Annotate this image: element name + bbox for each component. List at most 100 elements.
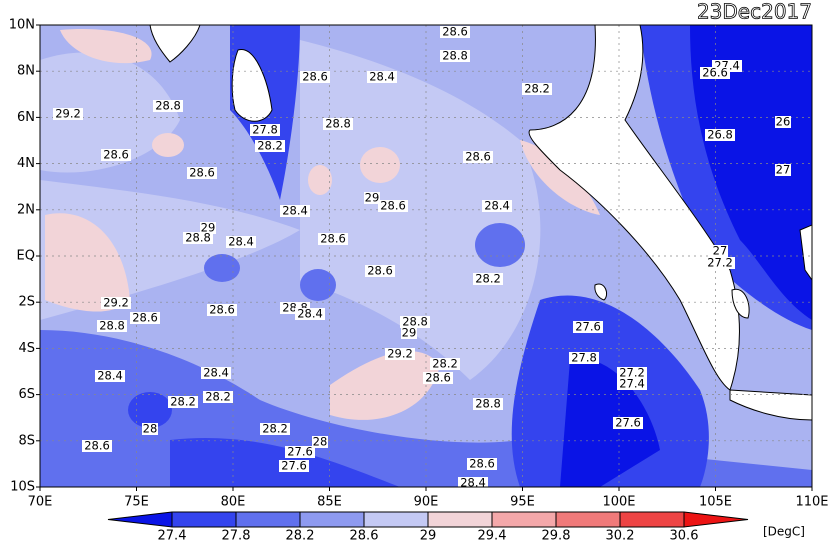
contour-label-bg (705, 257, 735, 269)
land (528, 25, 740, 391)
contour-label-bg (712, 245, 728, 257)
colorbar-label: 30.2 (606, 529, 635, 544)
colorbar-bin (363, 511, 429, 528)
contour-label-bg (473, 273, 503, 285)
contour-label-bg (295, 308, 325, 320)
land (149, 25, 201, 63)
contour-label-bg (250, 124, 280, 136)
contour-label-bg (573, 321, 603, 333)
lat-label: 10S (10, 480, 35, 495)
contour-label: 28.2 (262, 422, 288, 436)
contour-label: 28.2 (205, 390, 231, 404)
contour-label: 28.2 (475, 272, 501, 286)
field-warm (60, 29, 152, 64)
colorbar-label: 28.2 (286, 529, 315, 544)
contour-label: 28.6 (465, 150, 491, 164)
contour-label-bg (385, 348, 415, 360)
date-title: 23Dec2017 (697, 0, 812, 24)
lon-label: 110E (795, 495, 828, 510)
colorbar-arrow (683, 511, 749, 528)
field-cool (560, 358, 660, 487)
contour-label: 28 (143, 422, 158, 436)
contour-label: 27.6 (575, 320, 601, 334)
colorbar-label: 29.8 (542, 529, 571, 544)
contour-label: 28.8 (402, 315, 428, 329)
contour-label: 29.2 (387, 347, 413, 361)
contour-label-bg (226, 236, 256, 248)
field-warm (45, 213, 130, 312)
lat-label: 8N (17, 64, 35, 79)
contour-label: 27.6 (287, 445, 313, 459)
field-warm (330, 351, 440, 420)
contour-label-bg (187, 167, 217, 179)
contour-label-bg (522, 83, 552, 95)
contour-label: 29 (402, 326, 417, 340)
contour-label-bg (142, 423, 158, 435)
contour-label-bg (482, 200, 512, 212)
contour-label-bg (260, 423, 290, 435)
field-cool (128, 392, 172, 428)
contour-label-bg (700, 67, 730, 79)
lon-label: 90E (414, 495, 439, 510)
contour-label: 28.8 (442, 49, 468, 63)
contour-label-bg (203, 391, 233, 403)
colorbar-bin (235, 511, 301, 528)
contour-label-bg (705, 129, 735, 141)
contour-label: 28.2 (257, 139, 283, 153)
contour-label-bg (95, 370, 125, 382)
contour-label-bg (285, 446, 315, 458)
contour-label: 28.6 (132, 311, 158, 325)
contour-label: 27 (713, 244, 728, 258)
contour-label: 28.4 (297, 307, 323, 321)
field-light (40, 52, 180, 173)
contour-label-bg (312, 436, 328, 448)
contour-label-bg (440, 50, 470, 62)
contour-label-bg (378, 200, 408, 212)
land (594, 283, 608, 301)
lat-label: 10N (9, 18, 35, 33)
colorbar-bin (619, 511, 685, 528)
contour-label: 28.6 (425, 371, 451, 385)
contour-label-bg (463, 151, 493, 163)
contour-label-bg (183, 232, 213, 244)
contour-label: 29 (365, 191, 380, 205)
contour-label: 28.8 (325, 117, 351, 131)
contour-label: 28.4 (484, 199, 510, 213)
lat-label: 2N (17, 202, 35, 217)
contour-label: 28.8 (475, 397, 501, 411)
contour-label: 27 (776, 163, 791, 177)
contour-label-bg (400, 316, 430, 328)
land (799, 224, 812, 281)
contour-label: 29.2 (55, 107, 81, 121)
lon-label: 80E (221, 495, 246, 510)
contour-label-bg (569, 352, 599, 364)
lon-label: 85E (317, 495, 342, 510)
colorbar-bin (299, 511, 365, 528)
contour-label: 28.2 (432, 357, 458, 371)
contour-label-bg (775, 116, 791, 128)
contour-label: 28.4 (97, 369, 123, 383)
colorbar-bin (171, 511, 237, 528)
lon-label: 100E (602, 495, 635, 510)
contour-label: 29.2 (103, 296, 129, 310)
colorbar-label: 27.8 (222, 529, 251, 544)
contour-label-bg (101, 297, 131, 309)
contour-label: 28.6 (367, 264, 393, 278)
contour-label: 28 (313, 435, 328, 449)
field-light (300, 40, 541, 380)
contour-label-bg (97, 320, 127, 332)
contour-label: 28.6 (209, 303, 235, 317)
contour-label: 26.6 (702, 66, 728, 80)
contour-label-bg (53, 108, 83, 120)
lon-label: 105E (699, 495, 732, 510)
contour-label: 27.8 (252, 123, 278, 137)
colorbar-bin (555, 511, 621, 528)
lat-label: 6N (17, 110, 35, 125)
lat-label: 4S (18, 341, 35, 356)
contour-label: 27.2 (619, 366, 645, 380)
contour-label-bg (775, 164, 791, 176)
contour-label: 29 (201, 221, 216, 235)
colorbar-arrow (107, 511, 173, 528)
field-warm (308, 165, 332, 195)
